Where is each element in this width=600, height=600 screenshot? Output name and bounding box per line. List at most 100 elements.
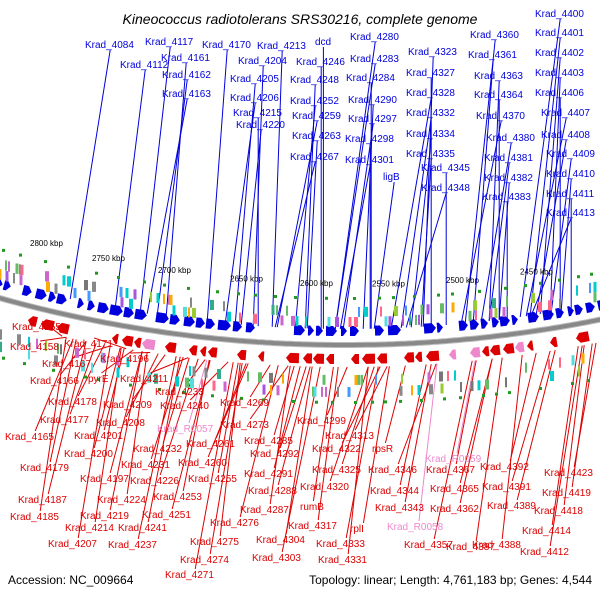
tick-dot <box>587 379 590 383</box>
tick-dot <box>97 378 100 381</box>
reverse-gene-label: Krad_4253 <box>153 492 202 503</box>
reverse-gene-label: pyrE <box>88 374 109 385</box>
reverse-gene-arrow <box>415 351 423 362</box>
reverse-gene-label: Krad_4291 <box>244 469 293 480</box>
reverse-connector-line <box>189 361 229 401</box>
forward-gene-arrow <box>527 311 539 323</box>
forward-gene-label: Krad_4263 <box>292 131 341 142</box>
reverse-connector-line <box>273 365 295 436</box>
tick-dot <box>187 286 190 290</box>
reverse-gene-label: Krad_4344 <box>370 486 419 497</box>
forward-gene-label: Krad_4382 <box>484 173 533 184</box>
reverse-connector-line <box>399 364 427 486</box>
tick-dot <box>292 400 295 403</box>
tick-dot <box>129 383 132 387</box>
forward-connector-line <box>400 117 432 328</box>
forward-connector-line <box>114 69 146 309</box>
reverse-gene-arrow <box>303 353 313 364</box>
tick-dot <box>262 398 265 402</box>
forward-gene-arrow <box>21 285 32 296</box>
reverse-gene-label: Krad_4388 <box>472 540 521 551</box>
forward-gene-label: Krad_4215 <box>233 108 282 119</box>
forward-gene-label: Krad_4298 <box>345 134 394 145</box>
reverse-gene-label: Krad_4231 <box>121 460 170 471</box>
reverse-gene-arrow <box>426 350 440 362</box>
reverse-connector-line <box>347 366 369 555</box>
reverse-connector-line <box>354 366 388 431</box>
rna-connector-line <box>418 363 438 522</box>
reverse-gene-label: rplI <box>350 524 364 535</box>
forward-gene-arrow <box>183 315 195 327</box>
forward-gene-label: Krad_4206 <box>230 93 279 104</box>
tick-dot <box>508 391 511 395</box>
forward-gene-labels: Krad_4084 Krad_4117 Krad_4170 Krad_4213 dcd K… <box>85 9 595 219</box>
reverse-connector-line <box>171 359 211 510</box>
reverse-gene-label: Krad_4273 <box>220 420 269 431</box>
reverse-connector-line <box>329 366 369 482</box>
reverse-gene-label: Krad_4317 <box>288 521 337 532</box>
forward-gene-arrow <box>542 309 554 321</box>
reverse-gene-label: Krad_4414 <box>522 526 571 537</box>
reverse-gene-labels: Krad_4155 Krad_4158 Krad_4171 Krad_4167 Krad… <box>5 322 593 581</box>
forward-connector-line <box>488 162 510 321</box>
scale-tick-label: 2450 kbp <box>520 268 553 277</box>
forward-gene-label: Krad_4402 <box>535 48 584 59</box>
forward-connector-line <box>294 105 316 329</box>
forward-connector-line <box>480 142 512 322</box>
reverse-gene-label: Krad_4208 <box>96 418 145 429</box>
forward-gene-label: Krad_4084 <box>85 40 134 51</box>
forward-gene-label: dcd <box>315 37 331 48</box>
forward-gene-arrow <box>511 314 518 326</box>
forward-gene-label: Krad_4163 <box>162 89 211 100</box>
forward-gene-label: Krad_4297 <box>348 114 397 125</box>
reverse-gene-label: Krad_4412 <box>520 547 569 558</box>
forward-gene-label: Krad_4301 <box>345 155 394 166</box>
forward-gene-arrow <box>293 325 305 336</box>
forward-gene-arrow <box>325 325 337 336</box>
tick-dot <box>459 396 462 400</box>
reverse-gene-label: Krad_4304 <box>256 535 305 546</box>
reverse-connector-line <box>159 358 199 476</box>
reverse-gene-label: Krad_4237 <box>108 540 157 551</box>
reverse-gene-arrow <box>362 353 376 364</box>
tick-dot <box>211 394 214 398</box>
tick-dot <box>163 283 166 287</box>
reverse-gene-label: Krad_4233 <box>155 387 204 398</box>
reverse-gene-arrow <box>503 343 515 354</box>
reverse-connector-line <box>39 337 67 512</box>
reverse-gene-label: Krad_4343 <box>375 503 424 514</box>
forward-gene-arrow <box>87 300 95 311</box>
tick-dot <box>524 284 527 288</box>
reverse-gene-label: Krad_4285 <box>244 436 293 447</box>
tick-dot <box>325 296 328 300</box>
tick-dot <box>384 400 387 404</box>
forward-connector-line <box>560 178 572 311</box>
forward-gene-label: Krad_4363 <box>474 71 523 82</box>
reverse-gene-label: Krad_4219 <box>80 511 129 522</box>
reverse-connector-line <box>47 341 87 495</box>
reverse-gene-label: Krad_4214 <box>65 523 114 534</box>
tick-dot <box>67 265 70 269</box>
reverse-connector-line <box>549 345 583 547</box>
reverse-connector-line <box>126 352 148 495</box>
forward-gene-arrow <box>97 302 109 314</box>
tick-dot <box>399 399 402 403</box>
forward-gene-label: Krad_4348 <box>421 183 470 194</box>
forward-gene-label: Krad_4400 <box>535 9 584 20</box>
forward-gene-label: Krad_4246 <box>296 57 345 68</box>
forward-gene-label: Krad_4117 <box>145 37 194 48</box>
forward-gene-arrow <box>458 320 468 331</box>
forward-gene-arrow <box>374 325 384 336</box>
forward-connector-line <box>390 97 432 329</box>
forward-gene-arrow <box>436 322 443 333</box>
tick-dot <box>23 362 26 366</box>
scale-tick-label: 2600 kbp <box>300 279 333 288</box>
forward-gene-label: Krad_4220 <box>236 120 285 131</box>
forward-gene-arrow <box>76 298 84 309</box>
tick-dot <box>254 293 257 297</box>
forward-gene-label: Krad_4411 <box>546 189 595 200</box>
reverse-gene-arrow <box>208 347 218 358</box>
reverse-gene-label: Krad_4224 <box>97 495 146 506</box>
reverse-gene-arrow <box>142 338 156 351</box>
